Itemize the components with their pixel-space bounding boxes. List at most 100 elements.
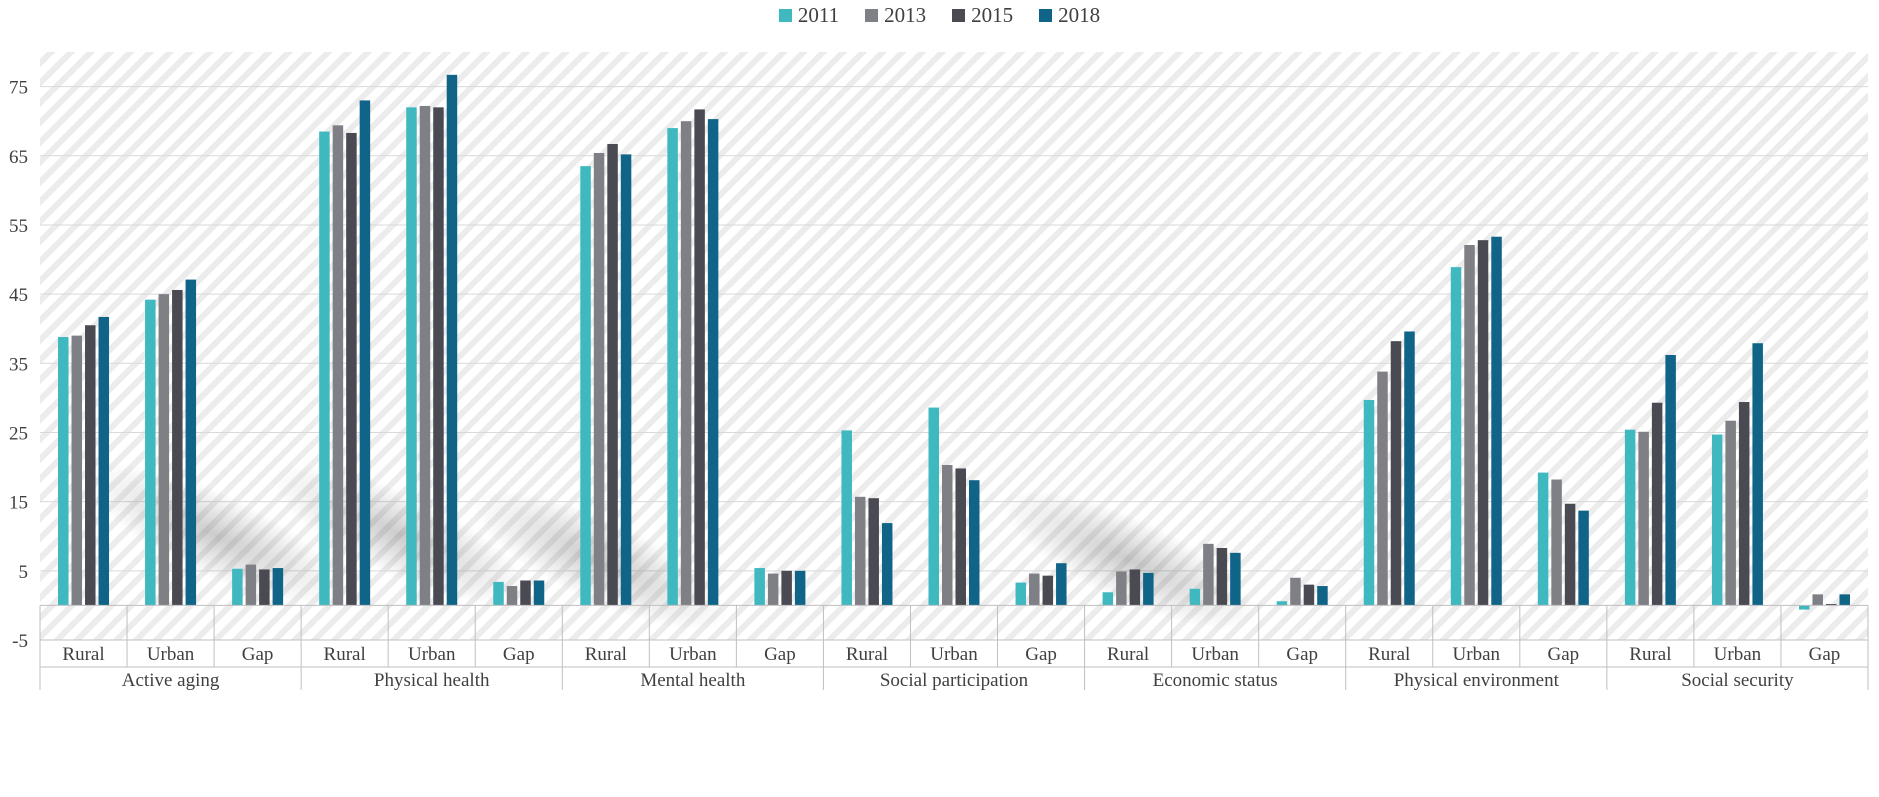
y-tick-label: 75 xyxy=(9,78,28,99)
bar xyxy=(1564,503,1576,606)
bar xyxy=(493,581,504,606)
bar xyxy=(1404,331,1415,606)
bar xyxy=(1725,420,1736,606)
y-tick-label: 45 xyxy=(9,285,28,306)
bar xyxy=(1189,588,1201,606)
x-group-label: Active aging xyxy=(122,670,220,691)
bar xyxy=(58,337,69,606)
bar xyxy=(1303,584,1315,606)
bar xyxy=(1290,577,1301,606)
bar xyxy=(1390,341,1402,606)
legend-swatch xyxy=(952,8,966,22)
bar xyxy=(71,335,83,606)
bar xyxy=(346,132,357,606)
x-subcategory-label: Gap xyxy=(1025,644,1057,665)
x-subcategory-label: Rural xyxy=(324,644,366,665)
x-subcategory-label: Gap xyxy=(242,644,274,665)
bar xyxy=(694,109,705,606)
bar xyxy=(607,144,618,606)
x-group-label: Social participation xyxy=(880,670,1029,691)
bar xyxy=(881,523,893,606)
bar xyxy=(1015,582,1027,606)
bar xyxy=(1624,429,1636,606)
bar xyxy=(1464,245,1475,606)
bar xyxy=(98,316,110,606)
x-subcategory-label: Gap xyxy=(1809,644,1841,665)
x-subcategory-label: Rural xyxy=(1629,644,1671,665)
bar xyxy=(794,570,806,606)
bar xyxy=(580,166,591,606)
bar xyxy=(1752,343,1763,606)
x-subcategory-label: Urban xyxy=(1453,644,1501,665)
x-group-label: Physical environment xyxy=(1394,670,1560,691)
bar xyxy=(593,152,605,606)
bar xyxy=(520,580,531,606)
legend-swatch xyxy=(778,8,792,22)
bar xyxy=(1711,434,1723,606)
x-subcategory-label: Urban xyxy=(1191,644,1239,665)
legend-item: 2011 xyxy=(778,2,840,28)
legend-item: 2013 xyxy=(865,3,926,28)
bar xyxy=(955,468,966,606)
bar xyxy=(1551,479,1562,606)
x-subcategory-label: Rural xyxy=(846,644,888,665)
x-subcategory-label: Gap xyxy=(1548,644,1580,665)
bar xyxy=(272,568,284,606)
bar xyxy=(620,154,632,606)
bar xyxy=(332,125,344,606)
bar xyxy=(781,570,792,606)
x-subcategory-label: Rural xyxy=(585,644,627,665)
bar xyxy=(754,568,765,606)
legend-label: 2015 xyxy=(971,2,1014,27)
x-group-label: Social security xyxy=(1681,670,1794,691)
bar xyxy=(1798,605,1810,610)
bar xyxy=(767,573,779,606)
legend-label: 2011 xyxy=(797,2,840,27)
bar xyxy=(1665,354,1676,606)
bar xyxy=(406,107,417,606)
bar xyxy=(506,586,518,606)
bar xyxy=(172,289,183,606)
x-subcategory-label: Urban xyxy=(669,644,717,665)
bar xyxy=(1029,573,1040,606)
bar xyxy=(158,294,170,606)
bar xyxy=(868,498,879,606)
bar xyxy=(319,131,330,606)
x-subcategory-label: Rural xyxy=(1107,644,1149,665)
bar xyxy=(1477,240,1489,606)
bar xyxy=(1056,563,1067,606)
y-tick-label: 65 xyxy=(9,147,28,168)
bar xyxy=(1216,547,1228,606)
bar xyxy=(1276,601,1288,606)
y-tick-label: 5 xyxy=(19,562,29,583)
bar xyxy=(1042,575,1054,606)
bar xyxy=(1102,592,1114,606)
bar xyxy=(446,74,458,606)
bar xyxy=(1825,604,1837,606)
bar xyxy=(433,107,444,606)
bar xyxy=(1491,236,1502,606)
bar xyxy=(533,580,545,606)
bar xyxy=(1129,569,1141,606)
x-subcategory-label: Gap xyxy=(503,644,535,665)
bar xyxy=(85,325,96,606)
bar xyxy=(1230,552,1241,606)
y-tick-label: -5 xyxy=(12,631,28,652)
x-group-label: Physical health xyxy=(374,670,490,691)
y-tick-label: 25 xyxy=(9,423,28,444)
legend-swatch xyxy=(865,8,879,22)
x-subcategory-label: Rural xyxy=(1368,644,1410,665)
x-subcategory-label: Urban xyxy=(408,644,456,665)
bar xyxy=(1450,267,1462,606)
bar xyxy=(1203,543,1214,606)
bar xyxy=(680,121,692,606)
bar xyxy=(245,564,257,606)
bar xyxy=(1812,594,1823,606)
legend-label: 2013 xyxy=(884,2,927,27)
x-subcategory-label: Urban xyxy=(147,644,195,665)
legend-item: 2018 xyxy=(1039,3,1100,28)
x-group-label: Mental health xyxy=(640,670,745,691)
bar xyxy=(1738,402,1750,606)
